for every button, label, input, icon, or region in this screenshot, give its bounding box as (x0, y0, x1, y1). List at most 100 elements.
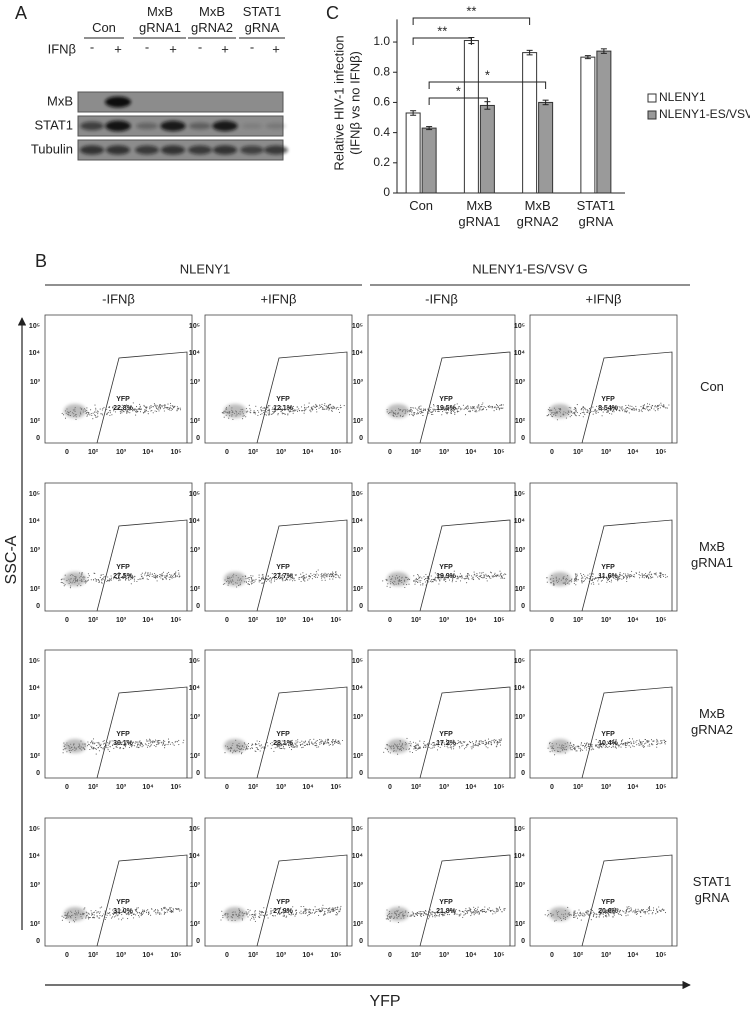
flow-event (112, 916, 113, 917)
flow-event (619, 574, 620, 575)
flow-event (619, 578, 620, 579)
flow-event (136, 742, 137, 743)
flow-event (484, 575, 485, 576)
flow-plot-frame (45, 483, 192, 611)
flow-y-tick-label: 10² (515, 921, 526, 928)
flow-event (283, 413, 284, 414)
flow-event (626, 909, 627, 910)
flow-event (150, 915, 151, 916)
flow-event (439, 915, 440, 916)
flow-event (164, 575, 165, 576)
flow-event (224, 417, 225, 418)
flow-event (172, 576, 173, 577)
flow-event (627, 743, 628, 744)
flow-event (479, 579, 480, 580)
flow-event (661, 743, 662, 744)
flow-event (268, 410, 269, 411)
flow-event (580, 750, 581, 751)
flow-x-tick-label: 10⁵ (330, 952, 341, 959)
flow-event (255, 406, 256, 407)
flow-event (571, 581, 572, 582)
flow-plot-frame (205, 818, 352, 946)
flow-event (180, 409, 181, 410)
flow-event (580, 749, 581, 750)
flow-event (492, 910, 493, 911)
flow-event (141, 742, 142, 743)
flow-event (248, 746, 249, 747)
flow-event (547, 915, 548, 916)
flow-event (580, 413, 581, 414)
flow-event (387, 583, 388, 584)
flow-event (629, 412, 630, 413)
flow-event (167, 404, 168, 405)
flow-event (547, 582, 548, 583)
flow-event (579, 913, 580, 914)
flow-event (660, 743, 661, 744)
flow-event (499, 742, 500, 743)
flow-event (501, 405, 502, 406)
flow-event (423, 410, 424, 411)
flow-x-tick-label: 10³ (601, 617, 612, 624)
y-tick-label: 0.4 (373, 125, 390, 139)
flow-event (107, 913, 108, 914)
flow-event (252, 580, 253, 581)
flow-event (474, 574, 475, 575)
flow-event (433, 912, 434, 913)
flow-event (425, 581, 426, 582)
flow-event (139, 404, 140, 405)
flow-event (321, 404, 322, 405)
flow-x-tick-label: 0 (225, 617, 229, 624)
flow-event (100, 744, 101, 745)
flow-x-tick-label: 10⁵ (493, 449, 504, 456)
flow-event (576, 574, 577, 575)
flow-event (271, 579, 272, 580)
y-tick-label: 0.6 (373, 95, 390, 109)
flow-event (623, 573, 624, 574)
flow-event (310, 913, 311, 914)
flow-event (580, 915, 581, 916)
flow-event (497, 908, 498, 909)
flow-event (645, 743, 646, 744)
flow-event (340, 743, 341, 744)
flow-event (577, 918, 578, 919)
flow-event (583, 412, 584, 413)
flow-event (322, 905, 323, 906)
flow-event (421, 911, 422, 912)
flow-event (261, 410, 262, 411)
flow-event (145, 572, 146, 573)
flow-event (324, 409, 325, 410)
flow-event (260, 414, 261, 415)
flow-event (163, 408, 164, 409)
flow-event (129, 412, 130, 413)
flow-event (616, 748, 617, 749)
flow-event (469, 741, 470, 742)
flow-event (251, 578, 252, 579)
flow-event (499, 408, 500, 409)
flow-event (660, 577, 661, 578)
gate-percentage: 11.6% (598, 573, 618, 580)
flow-event (327, 739, 328, 740)
flow-event (416, 409, 417, 410)
flow-event (300, 574, 301, 575)
flow-event (320, 911, 321, 912)
flow-event (86, 407, 87, 408)
flow-event (398, 922, 399, 923)
flow-event (465, 576, 466, 577)
flow-event (269, 413, 270, 414)
flow-event (168, 572, 169, 573)
flow-event (131, 915, 132, 916)
flow-event (466, 582, 467, 583)
flow-event (148, 743, 149, 744)
flow-plot-frame (205, 483, 352, 611)
flow-event (136, 406, 137, 407)
flow-event (84, 907, 85, 908)
flow-event (492, 577, 493, 578)
flow-event (178, 574, 179, 575)
flow-event (315, 906, 316, 907)
flow-event (417, 574, 418, 575)
flow-event (431, 579, 432, 580)
flow-event (87, 741, 88, 742)
flow-event (472, 912, 473, 913)
flow-event (318, 746, 319, 747)
flow-event (427, 744, 428, 745)
